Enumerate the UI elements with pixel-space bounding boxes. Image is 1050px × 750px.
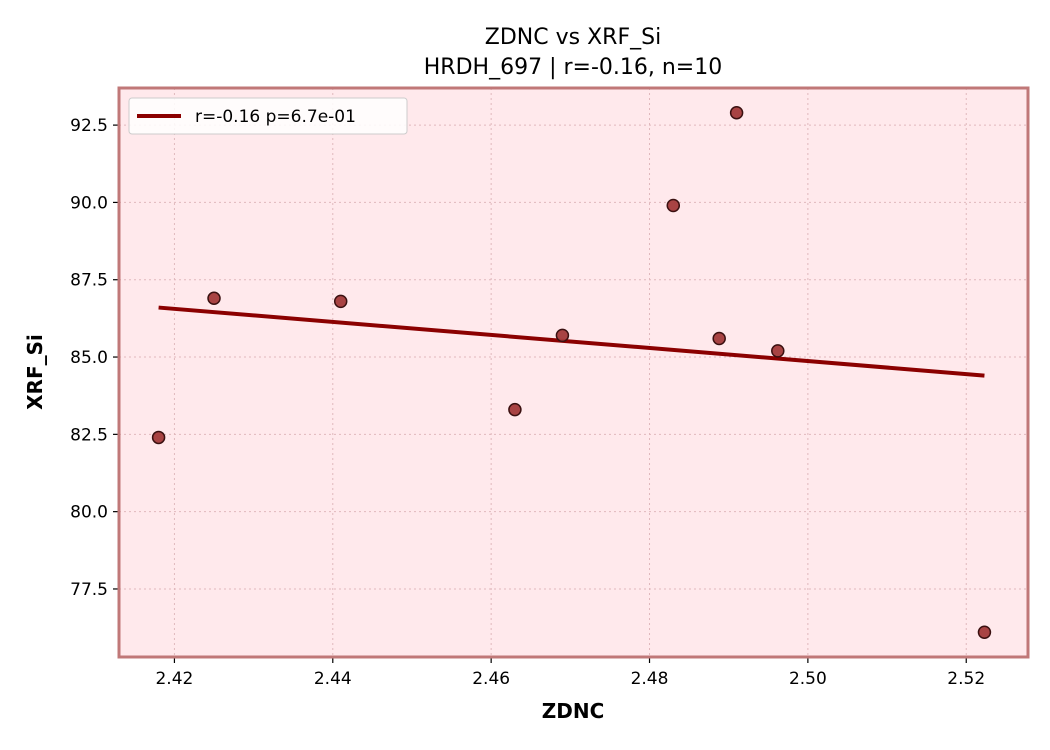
y-tick-label: 92.5 xyxy=(70,116,108,136)
y-tick-label: 82.5 xyxy=(70,425,108,445)
y-tick-label: 80.0 xyxy=(70,503,108,523)
data-point xyxy=(666,198,681,213)
data-points xyxy=(151,105,992,640)
axis-ticks: 2.42 2.44 2.46 2.48 2.50 2.52 77.5 80.0 82.5 85.0… xyxy=(70,116,985,689)
y-tick-label: 87.5 xyxy=(70,271,108,291)
data-point xyxy=(333,294,348,309)
data-point xyxy=(771,344,785,358)
legend: r=-0.16 p=6.7e-01 xyxy=(128,97,408,135)
x-axis-label: ZDNC xyxy=(542,699,605,723)
x-tick-label: 2.50 xyxy=(789,669,827,689)
x-tick-label: 2.46 xyxy=(472,669,510,689)
data-point xyxy=(729,105,744,120)
plot-frame xyxy=(117,86,1030,659)
y-tick-label: 77.5 xyxy=(70,580,108,600)
legend-label-trend: r=-0.16 p=6.7e-01 xyxy=(195,107,356,127)
x-tick-label: 2.44 xyxy=(314,669,352,689)
chart-title: ZDNC vs XRF_Si xyxy=(485,25,661,50)
data-point xyxy=(207,291,221,306)
legend-box xyxy=(128,97,408,135)
x-tick-label: 2.48 xyxy=(631,669,669,689)
y-axis-label: XRF_Si xyxy=(23,334,47,410)
data-point xyxy=(151,430,166,445)
x-tick-label: 2.52 xyxy=(947,669,985,689)
trend-line-group xyxy=(158,305,985,378)
data-point xyxy=(977,625,992,640)
trend-line xyxy=(158,305,985,378)
plot-area xyxy=(119,88,1028,657)
y-tick-label: 85.0 xyxy=(70,348,108,368)
data-point xyxy=(712,331,726,346)
data-point xyxy=(555,328,570,343)
chart-subtitle: HRDH_697 | r=-0.16, n=10 xyxy=(424,55,722,80)
y-tick-label: 90.0 xyxy=(70,193,108,213)
x-tick-label: 2.42 xyxy=(155,669,193,689)
data-point xyxy=(508,402,522,417)
